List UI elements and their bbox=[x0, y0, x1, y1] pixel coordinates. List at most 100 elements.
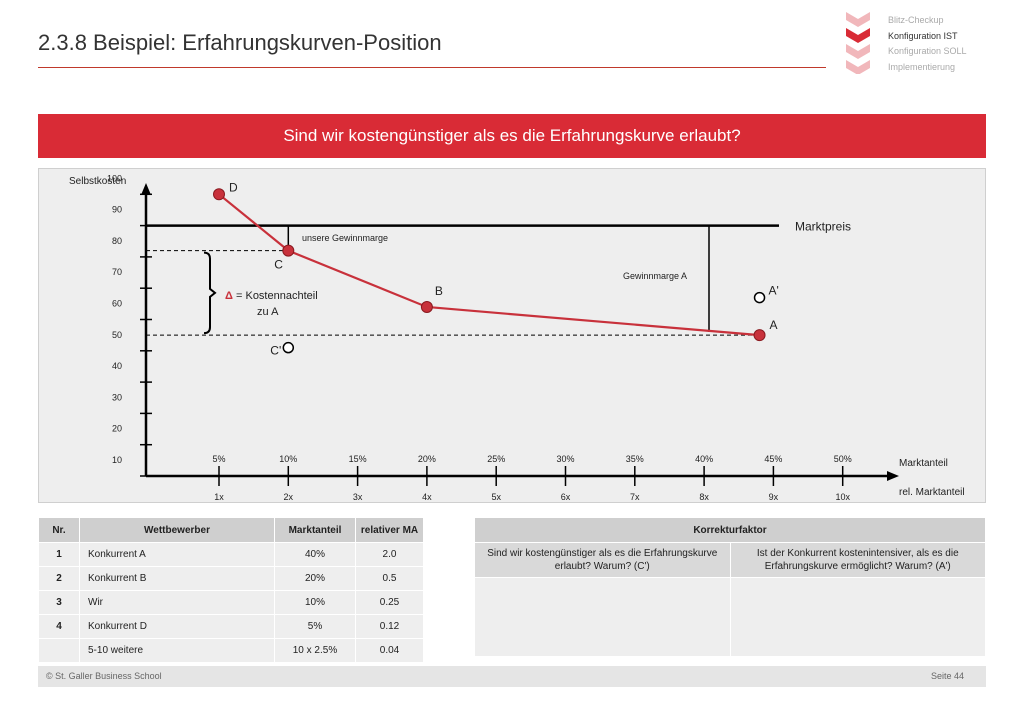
point-label-a: A bbox=[770, 318, 778, 332]
y-tick-label: 80 bbox=[112, 236, 122, 246]
cell-nr: 4 bbox=[38, 614, 80, 639]
page-title: 2.3.8 Beispiel: Erfahrungskurven-Positio… bbox=[38, 30, 442, 55]
footer-copyright: © St. Galler Business School bbox=[46, 671, 162, 681]
point-label-d: D bbox=[229, 180, 238, 194]
table-header-row: Korrekturfaktor bbox=[474, 517, 986, 543]
hollow-point bbox=[753, 291, 766, 304]
y-axis-arrow-icon bbox=[141, 183, 151, 195]
question-cell-c: Sind wir kostengünstiger als es die Erfa… bbox=[474, 542, 731, 578]
x2-tick-label: 7x bbox=[630, 492, 640, 502]
x2-tick-label: 10x bbox=[835, 492, 850, 502]
cell-competitor: Wir bbox=[79, 590, 275, 615]
y-tick-label: 50 bbox=[112, 330, 122, 340]
cell-nr: 1 bbox=[38, 542, 80, 567]
delta-bracket bbox=[203, 251, 217, 335]
table-row bbox=[474, 577, 986, 657]
cell-nr: 3 bbox=[38, 590, 80, 615]
x2-tick-label: 3x bbox=[353, 492, 363, 502]
cell-rel-share: 0.12 bbox=[355, 614, 424, 639]
x-axis-arrow-icon bbox=[887, 471, 899, 481]
question-cell-a: Ist der Konkurrent kostenintensiver, als… bbox=[729, 542, 986, 578]
x-tick-label: 35% bbox=[626, 454, 644, 464]
our-margin-label: unsere Gewinnmarge bbox=[302, 233, 388, 243]
nav-item-konfiguration-soll[interactable]: Konfiguration SOLL bbox=[888, 46, 967, 56]
x2-tick-label: 9x bbox=[769, 492, 779, 502]
x-tick-label: 5% bbox=[212, 454, 225, 464]
competitor-table: Nr. Wettbewerber Marktanteil relativer M… bbox=[38, 517, 424, 663]
cell-rel-share: 0.04 bbox=[355, 638, 424, 663]
cell-rel-share: 0.5 bbox=[355, 566, 424, 591]
cell-share: 10 x 2.5% bbox=[274, 638, 356, 663]
correction-factor-table: Korrekturfaktor Sind wir kostengünstiger… bbox=[474, 517, 986, 657]
nav-chevron-icons bbox=[846, 12, 870, 74]
table-row: Sind wir kostengünstiger als es die Erfa… bbox=[474, 542, 986, 578]
y-tick-label: 40 bbox=[112, 361, 122, 371]
y-tick-label: 20 bbox=[112, 424, 122, 434]
x-tick-label: 15% bbox=[349, 454, 367, 464]
answer-cell-a bbox=[729, 577, 986, 657]
x-tick-label: 45% bbox=[764, 454, 782, 464]
hollow-point bbox=[282, 341, 295, 354]
cell-share: 10% bbox=[274, 590, 356, 615]
table-header-row: Nr. Wettbewerber Marktanteil relativer M… bbox=[38, 517, 424, 543]
nav-item-konfiguration-ist[interactable]: Konfiguration IST bbox=[888, 30, 958, 41]
cell-nr bbox=[38, 638, 80, 663]
col-header-marktanteil: Marktanteil bbox=[274, 517, 356, 543]
x2-tick-label: 8x bbox=[699, 492, 709, 502]
footer-page-number: Seite 44 bbox=[930, 671, 964, 681]
x-tick-label: 10% bbox=[279, 454, 297, 464]
footer: © St. Galler Business School Seite 44 bbox=[38, 666, 986, 687]
y-axis-label: Selbstkosten bbox=[69, 176, 126, 187]
col-header-relativer-ma: relativer MA bbox=[355, 517, 424, 543]
x-axis-label: Marktanteil bbox=[899, 458, 948, 469]
x-tick-label: 20% bbox=[418, 454, 436, 464]
nav-item-implementierung[interactable]: Implementierung bbox=[888, 61, 956, 72]
col-header-nr: Nr. bbox=[38, 517, 80, 543]
delta-symbol: Δ bbox=[225, 290, 233, 302]
y-tick-label: 60 bbox=[112, 299, 122, 309]
table-row: 2 Konkurrent B 20% 0.5 bbox=[38, 566, 424, 591]
y-tick-label: 100 bbox=[107, 173, 122, 183]
cell-share: 5% bbox=[274, 614, 356, 639]
nav-list: Blitz-Checkup Konfiguration IST Konfigur… bbox=[888, 13, 967, 75]
data-point-c bbox=[282, 244, 295, 257]
chevron-icon bbox=[846, 60, 870, 74]
cell-share: 20% bbox=[274, 566, 356, 591]
table-row: 4 Konkurrent D 5% 0.12 bbox=[38, 614, 424, 639]
table-row: 5-10 weitere 10 x 2.5% 0.04 bbox=[38, 638, 424, 663]
x2-tick-label: 4x bbox=[422, 492, 432, 502]
nav-item-blitz-checkup[interactable]: Blitz-Checkup bbox=[888, 15, 944, 25]
data-point-a bbox=[753, 329, 766, 342]
col-header-wettbewerber: Wettbewerber bbox=[79, 517, 275, 543]
cell-competitor: Konkurrent A bbox=[79, 542, 275, 567]
y-tick-label: 90 bbox=[112, 205, 122, 215]
x2-tick-label: 5x bbox=[491, 492, 501, 502]
title-divider bbox=[38, 67, 826, 68]
y-tick-label: 10 bbox=[112, 455, 122, 465]
y-tick-label: 30 bbox=[112, 392, 122, 402]
market-price-label: Marktpreis bbox=[795, 220, 851, 234]
cell-rel-share: 0.25 bbox=[355, 590, 424, 615]
data-point-b bbox=[420, 300, 433, 313]
cell-nr: 2 bbox=[38, 566, 80, 591]
cell-competitor: Konkurrent B bbox=[79, 566, 275, 591]
delta-label: = Kostennachteil bbox=[236, 290, 318, 302]
x-tick-label: 50% bbox=[834, 454, 852, 464]
x-tick-label: 30% bbox=[556, 454, 574, 464]
x-tick-label: 25% bbox=[487, 454, 505, 464]
point-label-c: C bbox=[274, 258, 283, 272]
cell-competitor: 5-10 weitere bbox=[79, 638, 275, 663]
chevron-icon bbox=[846, 28, 870, 43]
experience-curve-line bbox=[218, 193, 760, 337]
x2-tick-label: 6x bbox=[561, 492, 571, 502]
delta-label-2: zu A bbox=[257, 306, 279, 318]
data-point-d bbox=[213, 188, 225, 201]
x2-axis-label: rel. Marktanteil bbox=[899, 487, 965, 498]
chart-svg: 100 90 80 70 60 50 40 30 20 10 Selbstkosten 5% 1x 10%… bbox=[69, 173, 965, 502]
x2-tick-label: 1x bbox=[214, 492, 224, 502]
col-header-korrekturfaktor: Korrekturfaktor bbox=[474, 517, 986, 543]
point-label-b: B bbox=[435, 284, 443, 298]
answer-cell-c bbox=[474, 577, 731, 657]
hollow-point-label: C' bbox=[270, 344, 281, 358]
question-banner: Sind wir kostengünstiger als es die Erfa… bbox=[38, 114, 986, 158]
